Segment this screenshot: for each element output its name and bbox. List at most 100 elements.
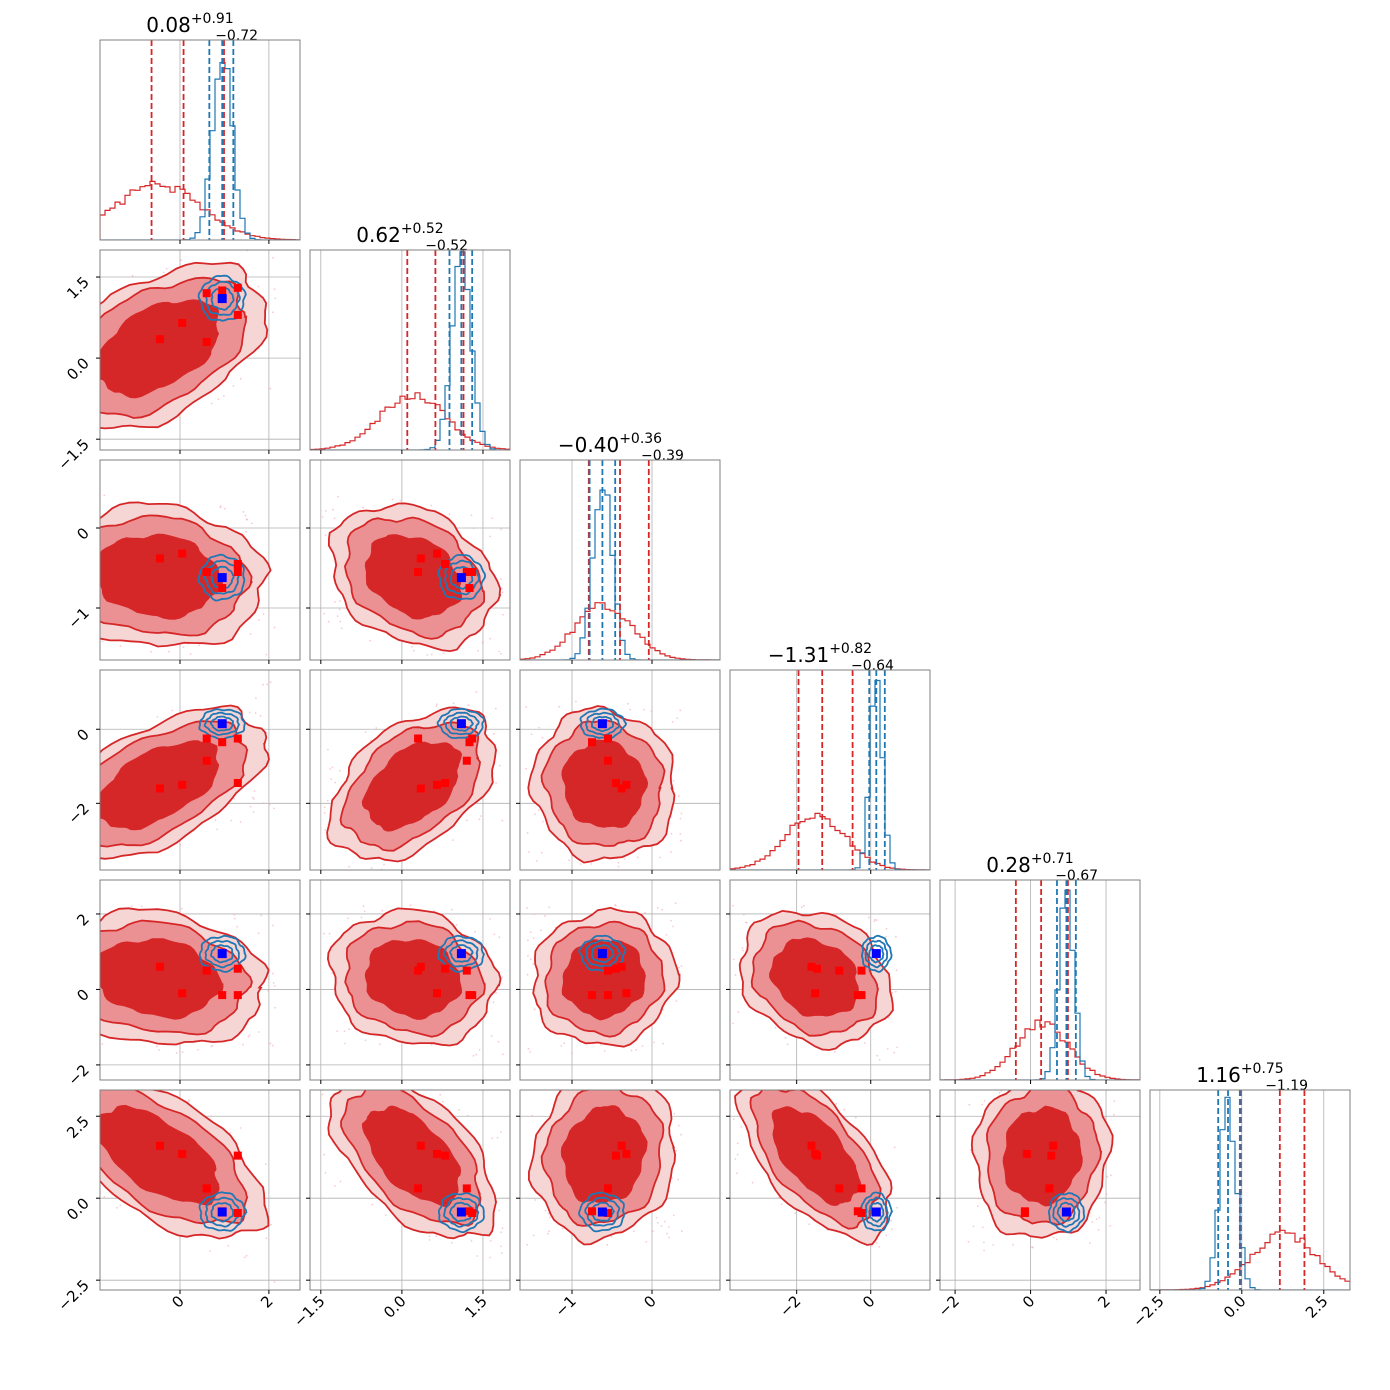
sample-dot <box>209 1250 211 1252</box>
sample-dot <box>83 834 85 836</box>
sample-dot <box>783 1071 785 1073</box>
sample-dot <box>896 1206 898 1209</box>
sample-dot <box>734 1158 737 1160</box>
sample-dot <box>740 1125 743 1128</box>
sample-dot <box>498 764 501 767</box>
sample-dot <box>895 935 897 938</box>
sample-dot <box>478 818 481 821</box>
sample-marker <box>468 568 477 576</box>
sample-dot <box>547 1232 549 1235</box>
contour-blue-level-3 <box>449 944 474 963</box>
sample-dot <box>239 821 242 823</box>
contour-panel <box>306 459 511 664</box>
sample-dot <box>55 361 57 363</box>
contour-blue-level-2 <box>585 711 621 736</box>
sample-dot <box>500 528 503 530</box>
sample-dot <box>93 834 95 836</box>
panel-frame <box>309 1089 511 1291</box>
contour-blue-level-1 <box>198 1191 248 1232</box>
contour-panel: −1 0 <box>516 1089 721 1320</box>
sample-marker <box>233 310 242 319</box>
sample-dot <box>749 1088 751 1090</box>
sample-dot <box>249 805 252 808</box>
x-tick-label: 0.0 <box>380 1292 410 1322</box>
contour-blue-level-1 <box>860 934 893 973</box>
title-value: −0.40 <box>558 433 619 457</box>
sample-dot <box>968 1103 971 1106</box>
sample-dot <box>85 795 87 797</box>
sample-dot <box>271 1044 274 1047</box>
sample-dot <box>323 812 326 814</box>
x-tick-label: −2 <box>776 1292 804 1320</box>
sample-dot <box>741 947 744 949</box>
sample-dot <box>58 347 60 349</box>
panel-frame <box>729 669 931 871</box>
sample-dot <box>1104 1201 1106 1204</box>
sample-marker <box>202 337 211 346</box>
sample-marker <box>178 1149 187 1158</box>
sample-dot <box>360 1056 362 1058</box>
sample-dot <box>91 994 93 996</box>
sample-dot <box>976 1205 979 1207</box>
sample-dot <box>381 909 384 912</box>
sample-dot <box>803 904 805 907</box>
sample-marker <box>612 1151 620 1160</box>
sample-dot <box>610 1235 613 1238</box>
sample-dot <box>392 1087 394 1089</box>
sample-dot <box>466 1114 469 1117</box>
sample-dot <box>734 1052 736 1054</box>
sample-dot <box>50 1166 52 1168</box>
contour-blue-level-2 <box>204 280 241 316</box>
sample-marker <box>156 962 164 971</box>
sample-dot <box>489 637 492 640</box>
sample-marker <box>233 1209 242 1217</box>
x-tick-label: 1.5 <box>461 1292 491 1322</box>
sample-dot <box>131 274 134 277</box>
contour-panel: −2 0 2 <box>935 1068 1141 1320</box>
y-tick-label: 1.5 <box>63 273 93 303</box>
truth-marker <box>871 949 881 959</box>
sample-dot <box>1006 1068 1008 1070</box>
sample-marker <box>156 1141 164 1150</box>
y-tick-label: −2 <box>64 799 92 827</box>
sample-dot <box>54 988 56 990</box>
sample-dot <box>65 1034 67 1036</box>
contour-blue-level-2 <box>203 711 241 736</box>
sample-dot <box>677 795 680 798</box>
sample-dot <box>63 954 65 956</box>
title-lower: −1.19 <box>1265 1078 1308 1094</box>
sample-marker <box>414 568 423 576</box>
sample-dot <box>606 1243 609 1246</box>
sample-dot <box>470 1240 473 1242</box>
sample-dot <box>42 623 44 625</box>
sample-dot <box>671 721 674 723</box>
sample-dot <box>116 1206 118 1209</box>
sample-marker <box>218 738 227 747</box>
sample-dot <box>56 1074 58 1076</box>
sample-dot <box>680 839 682 842</box>
sample-dot <box>383 863 385 866</box>
sample-dot <box>526 1243 529 1246</box>
contour-blue-level-3 <box>868 1201 885 1223</box>
sample-dot <box>893 1146 896 1149</box>
sample-dot <box>379 1061 381 1063</box>
sample-dot <box>55 416 57 418</box>
sample-dot <box>998 1091 1001 1094</box>
sample-dot <box>1061 1070 1063 1072</box>
sample-dot <box>271 972 274 975</box>
sample-marker <box>462 756 471 765</box>
sample-dot <box>325 510 327 512</box>
contour-blue-level-2 <box>204 939 240 969</box>
sample-marker <box>416 1141 425 1150</box>
sample-dot <box>1112 1113 1115 1116</box>
histogram-red <box>310 392 510 450</box>
sample-dot <box>344 873 346 875</box>
sample-marker <box>433 780 441 789</box>
sample-dot <box>73 767 75 769</box>
sample-dot <box>476 1255 479 1257</box>
sample-dot <box>891 992 894 994</box>
sample-dot <box>672 1214 675 1217</box>
sample-marker <box>588 991 596 1000</box>
panel-frame <box>519 1089 721 1291</box>
panel-frame <box>519 879 721 1081</box>
